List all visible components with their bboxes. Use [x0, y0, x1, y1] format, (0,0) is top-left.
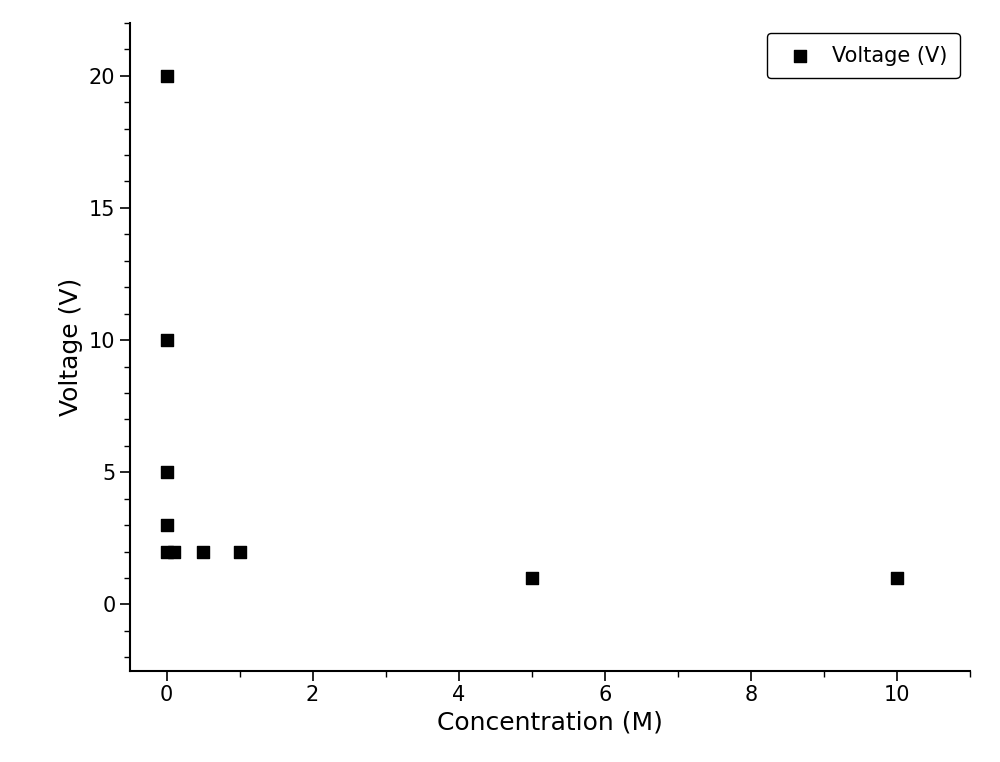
Voltage (V) [195, 546, 211, 558]
Voltage (V) [524, 572, 540, 584]
Voltage (V) [159, 334, 175, 346]
Voltage (V) [159, 69, 175, 82]
Voltage (V) [159, 546, 175, 558]
X-axis label: Concentration (M): Concentration (M) [437, 711, 663, 735]
Legend: Voltage (V): Voltage (V) [767, 34, 960, 78]
Voltage (V) [159, 466, 175, 479]
Voltage (V) [889, 572, 905, 584]
Voltage (V) [159, 519, 175, 531]
Voltage (V) [166, 546, 182, 558]
Voltage (V) [232, 546, 248, 558]
Y-axis label: Voltage (V): Voltage (V) [59, 277, 83, 416]
